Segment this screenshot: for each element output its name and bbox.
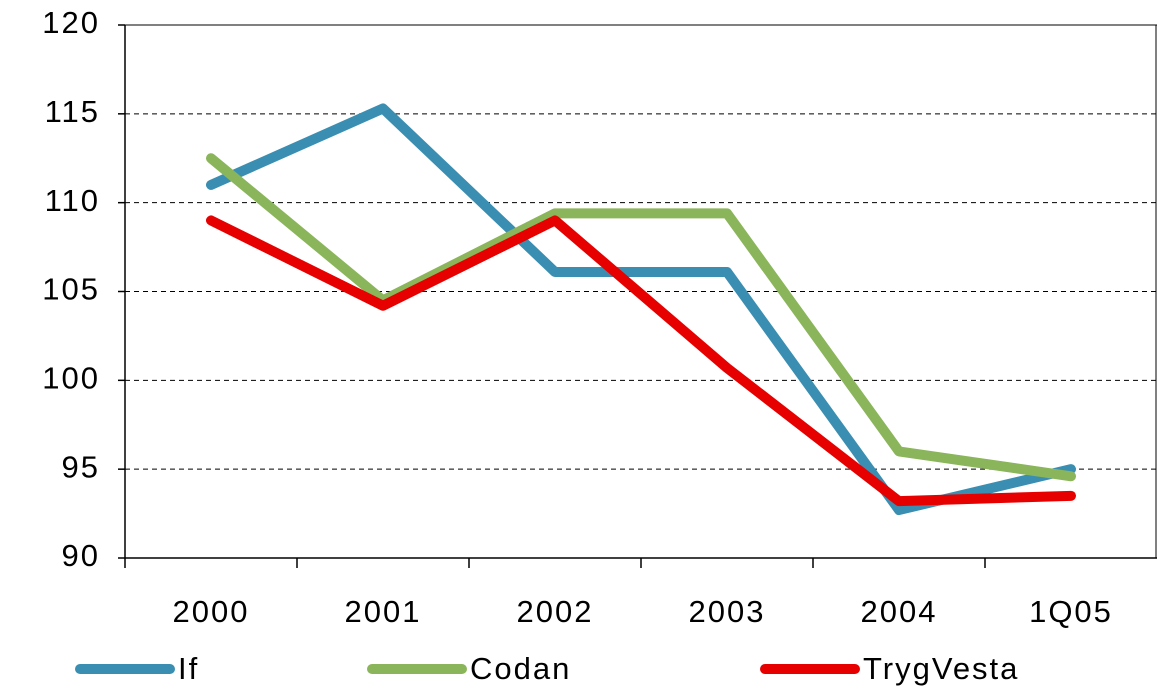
- series-line: [206, 153, 1076, 482]
- legend-label: If: [178, 651, 199, 686]
- legend-label: Codan: [470, 651, 571, 686]
- x-tick-label: 2004: [861, 594, 938, 629]
- x-tick-label: 2000: [173, 594, 250, 629]
- legend-label: TrygVesta: [863, 651, 1019, 686]
- y-tick-label: 100: [42, 361, 100, 396]
- series-line: [206, 215, 1076, 507]
- y-tick-label: 90: [62, 538, 100, 573]
- x-tick-label: 2002: [517, 594, 594, 629]
- y-tick-label: 110: [45, 183, 100, 218]
- x-tick-label: 2001: [345, 594, 422, 629]
- y-tick-label: 115: [45, 94, 100, 129]
- series-line: [206, 103, 1076, 516]
- y-tick-label: 95: [62, 449, 100, 484]
- x-tick-label: 2003: [689, 594, 766, 629]
- y-tick-label: 120: [42, 5, 100, 40]
- x-tick-label: 1Q05: [1029, 594, 1113, 629]
- y-tick-label: 105: [42, 272, 100, 307]
